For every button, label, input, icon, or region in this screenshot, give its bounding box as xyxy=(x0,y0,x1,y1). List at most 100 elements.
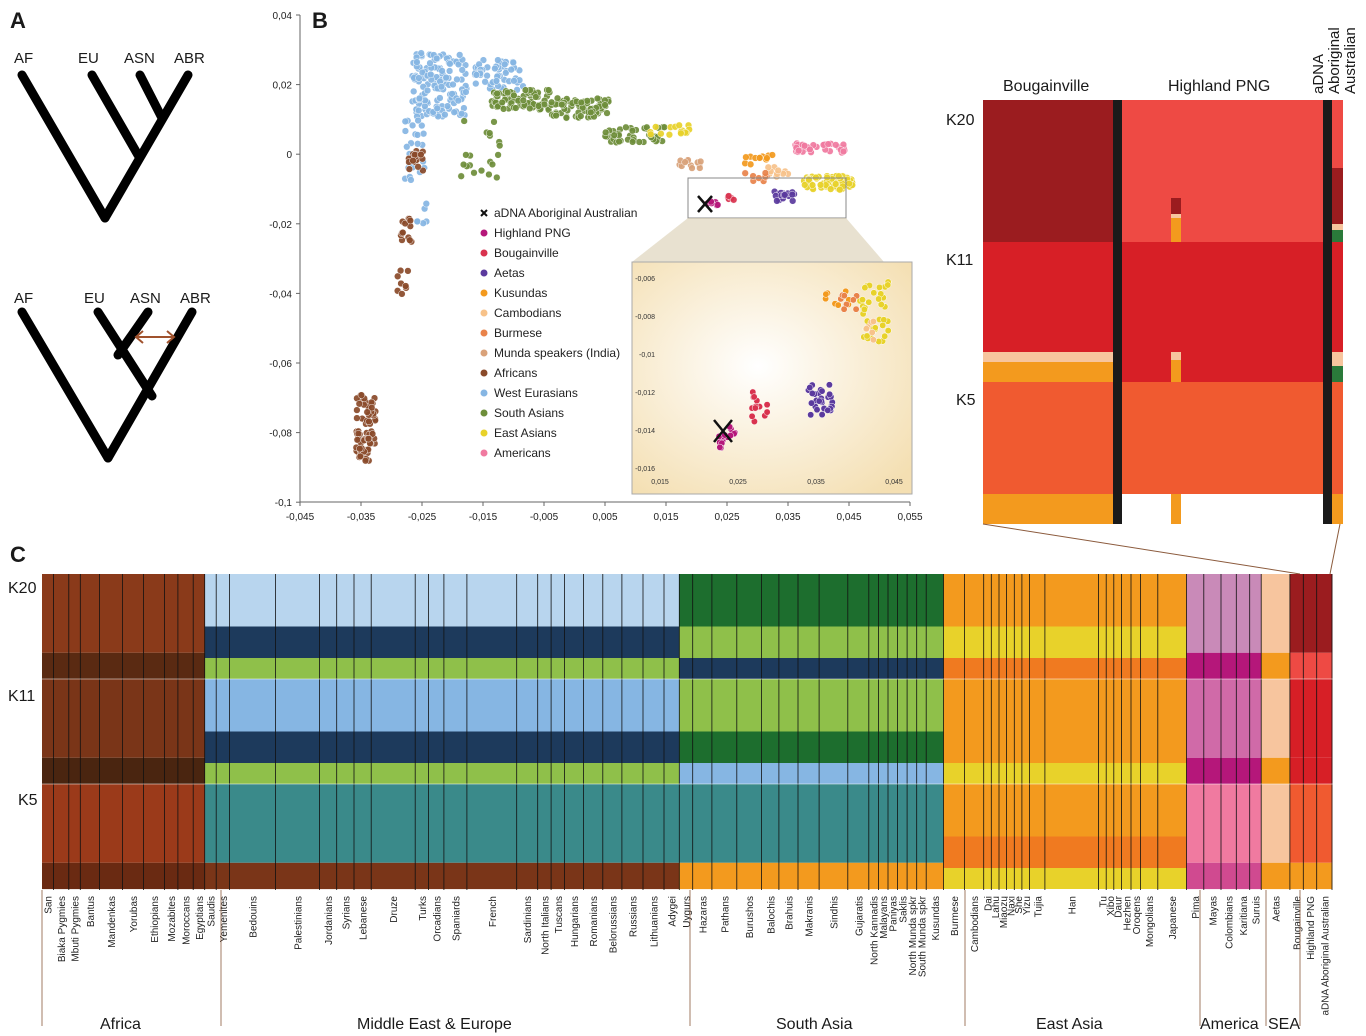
structure-segment xyxy=(692,763,713,784)
structure-segment xyxy=(983,574,992,627)
structure-segment xyxy=(319,626,338,658)
structure-segment xyxy=(336,862,355,890)
structure-segment xyxy=(1098,626,1107,658)
scatter-point xyxy=(356,445,364,453)
structure-segment xyxy=(888,784,898,863)
structure-segment xyxy=(443,763,468,784)
structure-segment xyxy=(443,574,468,627)
inset-point xyxy=(879,321,887,329)
scatter-point xyxy=(696,157,705,166)
structure-segment xyxy=(964,574,984,627)
scatter-point xyxy=(436,94,444,102)
structure-segment xyxy=(1221,862,1237,890)
structure-segment xyxy=(1113,868,1122,889)
y-tick-label: -0,02 xyxy=(269,220,292,231)
scatter-point xyxy=(355,400,363,408)
structure-segment xyxy=(868,784,879,863)
inset-point xyxy=(863,332,871,340)
structure-segment xyxy=(1140,763,1159,784)
scatter-point xyxy=(610,131,618,139)
structure-segment xyxy=(1121,763,1132,784)
population-label: Gujaratis xyxy=(854,896,865,936)
structure-segment xyxy=(1121,626,1132,658)
scatter-point xyxy=(832,180,840,188)
x-tick-label: -0,045 xyxy=(286,512,315,523)
scatter-point xyxy=(454,96,462,105)
structure-segment xyxy=(164,679,179,758)
right-admixture-bars xyxy=(983,100,1343,524)
structure-segment xyxy=(679,763,694,784)
legend-label: Africans xyxy=(494,366,537,380)
population-label: Paniyas xyxy=(889,896,900,932)
structure-segment xyxy=(1186,862,1205,890)
scatter-point xyxy=(558,100,566,109)
structure-segment xyxy=(583,731,604,763)
structure-segment xyxy=(216,574,230,627)
structure-segment xyxy=(99,862,123,890)
structure-segment xyxy=(336,574,355,627)
population-label: Mandenkas xyxy=(107,896,118,948)
structure-segment xyxy=(1044,731,1099,763)
population-label: Sardinians xyxy=(523,896,534,943)
scatter-point xyxy=(417,150,425,159)
structure-segment xyxy=(761,763,780,784)
structure-segment xyxy=(1249,784,1262,863)
structure-segment xyxy=(122,757,144,785)
population-label: Aetas xyxy=(1272,896,1283,922)
structure-segment xyxy=(983,679,992,732)
structure-segment xyxy=(679,731,694,763)
structure-segment xyxy=(229,658,276,679)
structure-segment xyxy=(897,763,908,784)
scatter-point xyxy=(519,96,527,104)
legend-label: South Asians xyxy=(494,406,564,420)
structure-segment xyxy=(819,731,849,763)
population-label: Mbuti Pygmies xyxy=(71,896,82,962)
structure-segment xyxy=(1140,574,1159,627)
structure-segment xyxy=(42,652,54,680)
structure-segment xyxy=(537,574,552,627)
population-label: Ethiopians xyxy=(150,896,161,943)
structure-segment xyxy=(275,862,320,890)
structure-segment xyxy=(583,784,604,863)
scatter-point xyxy=(356,452,364,461)
population-label: Belorussians xyxy=(608,896,619,953)
structure-segment xyxy=(1303,784,1318,863)
scatter-point xyxy=(450,108,458,116)
structure-segment xyxy=(819,784,849,863)
structure-segment xyxy=(177,784,194,863)
inset-point xyxy=(808,389,816,397)
structure-segment xyxy=(1021,626,1030,658)
structure-segment xyxy=(551,862,565,890)
structure-segment xyxy=(516,679,539,732)
structure-segment xyxy=(916,862,927,890)
structure-segment xyxy=(1014,731,1023,763)
structure-segment xyxy=(177,652,194,680)
structure-segment xyxy=(193,862,206,890)
structure-segment xyxy=(664,784,680,863)
structure-segment xyxy=(1140,731,1159,763)
structure-segment xyxy=(1014,784,1023,837)
population-label: Cambodians xyxy=(970,896,981,952)
structure-segment xyxy=(177,574,194,653)
structure-segment xyxy=(204,658,217,679)
population-label: Yemenites xyxy=(219,896,230,942)
structure-segment xyxy=(761,731,780,763)
scatter-point xyxy=(602,128,610,137)
structure-segment xyxy=(916,763,927,784)
scatter-point xyxy=(418,121,426,130)
population-label: Lithuanians xyxy=(650,896,661,947)
scatter-point xyxy=(485,170,493,179)
structure-segment xyxy=(643,574,665,627)
legend-label: Kusundas xyxy=(494,286,547,300)
structure-segment xyxy=(602,862,623,890)
structure-segment xyxy=(991,658,1000,679)
structure-segment xyxy=(847,679,870,732)
structure-segment xyxy=(1131,784,1141,837)
inset-point xyxy=(813,406,821,414)
structure-segment xyxy=(1006,679,1015,732)
legend-label: Highland PNG xyxy=(494,226,571,240)
structure-segment xyxy=(1044,626,1099,658)
scatter-point xyxy=(839,147,848,156)
scatter-point xyxy=(443,102,452,110)
structure-segment xyxy=(354,784,372,863)
